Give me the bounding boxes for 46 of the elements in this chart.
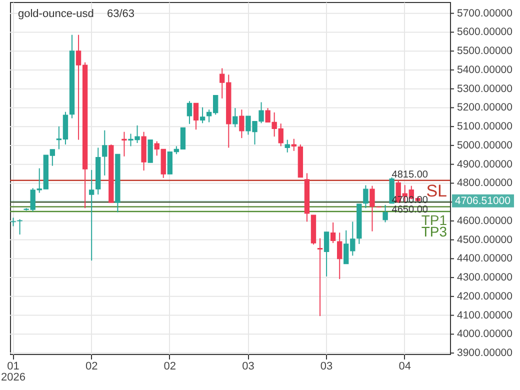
x-tick-label: 04 — [398, 360, 411, 372]
candlestick — [122, 131, 127, 157]
y-tick-label: 5700.00000 — [457, 7, 513, 20]
candlestick — [200, 106, 206, 124]
candlestick — [186, 100, 192, 124]
y-tick-label: 5600.00000 — [457, 26, 513, 38]
candlestick — [317, 238, 323, 317]
x-tick-label: 01 2026 — [1, 360, 26, 384]
y-tick-label: 4800.00000 — [457, 177, 513, 190]
y-tick-label: 5000.00000 — [457, 139, 513, 152]
y-tick-label: 5400.00000 — [457, 64, 513, 76]
y-tick-label: 5200.00000 — [457, 102, 513, 114]
y-tick-label: 4000.00000 — [457, 328, 513, 340]
y-tick-label: 5500.00000 — [457, 45, 513, 58]
candlestick — [324, 231, 330, 277]
candlestick — [284, 139, 290, 153]
candlestick — [239, 109, 244, 139]
x-tick-label: 03 — [242, 360, 254, 372]
candlestick — [382, 204, 388, 223]
y-tick-label: 4600.00000 — [457, 214, 513, 227]
candlestick — [193, 102, 199, 130]
annotation: 4815.00 — [392, 169, 428, 180]
candlestick — [89, 169, 94, 262]
y-tick-label: 4100.00000 — [457, 309, 513, 322]
y-tick-label: 4500.00000 — [457, 234, 513, 246]
candlestick — [102, 130, 108, 176]
y-tick-label: 4200.00000 — [457, 290, 513, 302]
ref-line-label: 4706.51000 — [455, 194, 511, 207]
y-tick-label: 4300.00000 — [457, 272, 513, 284]
candlestick — [363, 184, 368, 209]
y-tick-label: 5300.00000 — [457, 82, 513, 95]
x-tick-label: 02 — [85, 360, 98, 372]
text: 63/63 — [107, 8, 135, 20]
y-tick-label: 3900.00000 — [457, 347, 513, 360]
y-tick-label: 5100.00000 — [457, 120, 513, 133]
candlestick — [330, 222, 336, 244]
x-tick-label: 02 — [164, 360, 176, 372]
text: gold-ounce-usd — [18, 8, 94, 20]
x-tick-label: 03 — [320, 360, 333, 372]
ref-line-label: SL — [426, 181, 447, 200]
candlestick — [291, 138, 296, 152]
y-tick-label: 4900.00000 — [457, 158, 513, 170]
candlestick — [232, 108, 238, 128]
y-tick-label: 4400.00000 — [457, 252, 513, 265]
candlestick — [148, 139, 153, 164]
candlestick — [337, 232, 342, 280]
